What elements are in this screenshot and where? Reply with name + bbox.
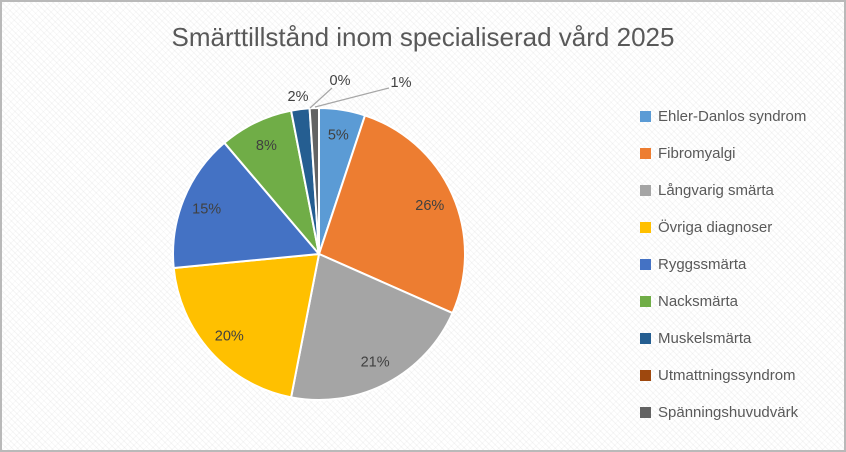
legend-swatch xyxy=(640,222,651,233)
data-label: 2% xyxy=(288,89,309,105)
pie-slice-4 xyxy=(172,253,320,399)
pie-slice-3 xyxy=(290,253,454,401)
data-label: 0% xyxy=(330,73,351,89)
data-label: 15% xyxy=(192,202,221,218)
legend-item: Utmattningssyndrom xyxy=(640,365,806,386)
legend-item: Fibromyalgi xyxy=(640,143,806,164)
legend-label: Långvarig smärta xyxy=(658,182,774,199)
legend-item: Spänningshuvudvärk xyxy=(640,402,806,423)
legend-label: Muskelsmärta xyxy=(658,330,752,347)
legend-label: Fibromyalgi xyxy=(658,145,736,162)
legend-swatch xyxy=(640,296,651,307)
legend-swatch xyxy=(640,185,651,196)
legend-item: Muskelsmärta xyxy=(640,328,806,349)
pie-slice-9 xyxy=(308,106,320,255)
legend-label: Spänningshuvudvärk xyxy=(658,404,799,421)
legend-swatch xyxy=(640,111,651,122)
pie-slice-2 xyxy=(318,114,466,315)
legend-label: Ryggssmärta xyxy=(658,256,747,273)
chart-title: Smärttillstånd inom specialiserad vård 2… xyxy=(171,22,675,52)
data-label: 5% xyxy=(328,127,349,143)
leader-line xyxy=(314,87,390,108)
legend-swatch xyxy=(640,148,651,159)
legend-item: Långvarig smärta xyxy=(640,180,806,201)
data-label: 26% xyxy=(415,198,444,214)
legend-item: Övriga diagnoser xyxy=(640,217,806,238)
legend-label: Utmattningssyndrom xyxy=(658,367,796,384)
legend-item: Ryggssmärta xyxy=(640,254,806,275)
legend-label: Nacksmärta xyxy=(658,293,739,310)
chart-legend: Ehler-Danlos syndrom Fibromyalgi Långvarig… xyxy=(640,106,806,423)
legend-swatch xyxy=(640,407,651,418)
data-label: 1% xyxy=(391,75,412,91)
pie-slice-5 xyxy=(172,141,320,269)
legend-item: Nacksmärta xyxy=(640,291,806,312)
legend-swatch xyxy=(640,259,651,270)
legend-label: Ehler-Danlos syndrom xyxy=(658,108,807,125)
legend-swatch xyxy=(640,333,651,344)
data-label: 8% xyxy=(256,138,277,154)
legend-item: Ehler-Danlos syndrom xyxy=(640,106,806,127)
legend-swatch xyxy=(640,370,651,381)
legend-label: Övriga diagnoser xyxy=(658,219,773,236)
data-label: 21% xyxy=(361,354,390,370)
leader-line xyxy=(309,87,333,109)
data-label: 20% xyxy=(215,329,244,345)
